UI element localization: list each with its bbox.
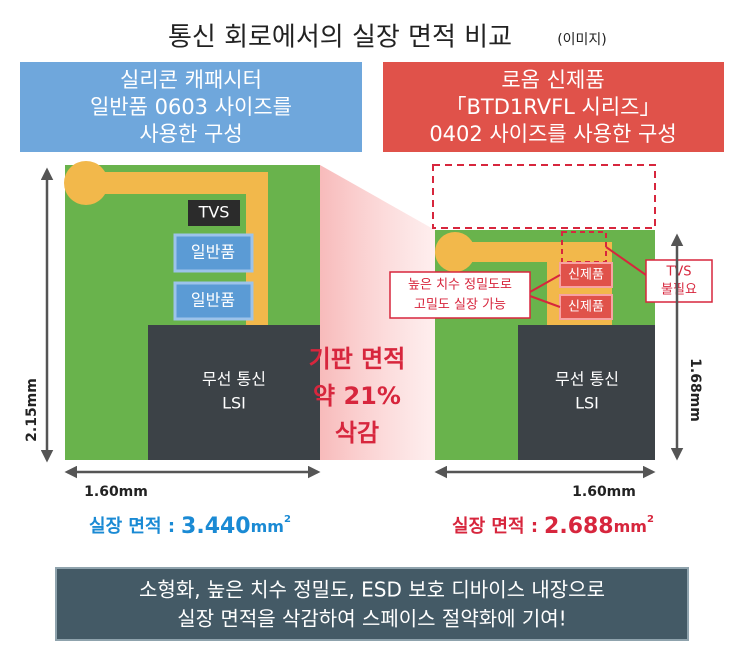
left-header (20, 62, 362, 152)
area-power: 2 (647, 514, 654, 525)
right-heading: 「BTD1RVFL 시리즈」 (446, 95, 661, 119)
part (173, 281, 254, 321)
height-label: 2.15mm (24, 378, 40, 442)
area: 실장 면적 : 2.688mm2 (452, 514, 654, 539)
lsi-label: LSI (575, 394, 599, 413)
footer-text: 소형화, 높은 치수 정밀도, ESD 보호 디바이스 내장으로 (139, 578, 605, 602)
lsi-label: LSI (222, 394, 246, 413)
tvs-label: TVS (198, 203, 230, 222)
part-label: 일반품 (191, 291, 235, 310)
tvs-note-text: TVS (665, 265, 691, 280)
area-value: 3.440 (181, 514, 251, 539)
callout-text: 높은 치수 정밀도로 (408, 278, 512, 293)
area-power: 2 (284, 514, 291, 525)
callout-line (529, 274, 561, 293)
subtitle: (이미지) (557, 32, 607, 48)
lsi (518, 325, 655, 460)
footer-box (55, 567, 689, 641)
height-label: 1.68mm (687, 358, 703, 422)
callout (389, 271, 531, 319)
area-unit: mm (251, 517, 284, 536)
footer-text: 실장 면적을 삭감하여 스페이스 절약화에 기여! (177, 607, 566, 631)
left-heading: 사용한 구성 (139, 122, 242, 146)
right-heading: 로옴 신제품 (501, 68, 604, 92)
callout-line (605, 246, 647, 276)
right-header (383, 62, 724, 152)
part-label: 신제품 (568, 300, 604, 315)
callout-line (529, 295, 561, 308)
reduction-wedge (320, 165, 435, 460)
lsi-label: 무선 통신 (202, 370, 266, 389)
width-label: 1.60mm (572, 484, 636, 500)
area-value: 2.688 (544, 514, 614, 539)
trace (86, 172, 266, 194)
lsi (148, 325, 320, 460)
right-heading: 0402 사이즈를 사용한 구성 (429, 122, 676, 146)
removed-area (432, 164, 656, 229)
area: 실장 면적 : 3.440mm2 (89, 514, 291, 539)
left-heading: 실리콘 캐패시터 (120, 68, 262, 92)
part-label: 신제품 (568, 268, 604, 283)
part (173, 233, 254, 273)
trace (455, 242, 610, 262)
area-label: 실장 면적 : (89, 516, 175, 537)
title: 통신 회로에서의 실장 면적 비교 (168, 23, 512, 53)
callout-text: 고밀도 실장 가능 (414, 298, 506, 313)
lsi-label: 무선 통신 (555, 370, 619, 389)
area-unit: mm (614, 517, 647, 536)
reduction-text: 삭감 (335, 419, 379, 447)
tvs-note-text: 불필요 (661, 283, 697, 298)
reduction-text: 약 21% (313, 382, 401, 410)
width-label: 1.60mm (84, 484, 148, 500)
tvs (188, 200, 240, 226)
left-heading: 일반품 0603 사이즈를 (90, 95, 292, 119)
reduction-text: 기판 면적 (309, 345, 406, 373)
area-label: 실장 면적 : (452, 516, 538, 537)
part-label: 일반품 (191, 243, 235, 262)
